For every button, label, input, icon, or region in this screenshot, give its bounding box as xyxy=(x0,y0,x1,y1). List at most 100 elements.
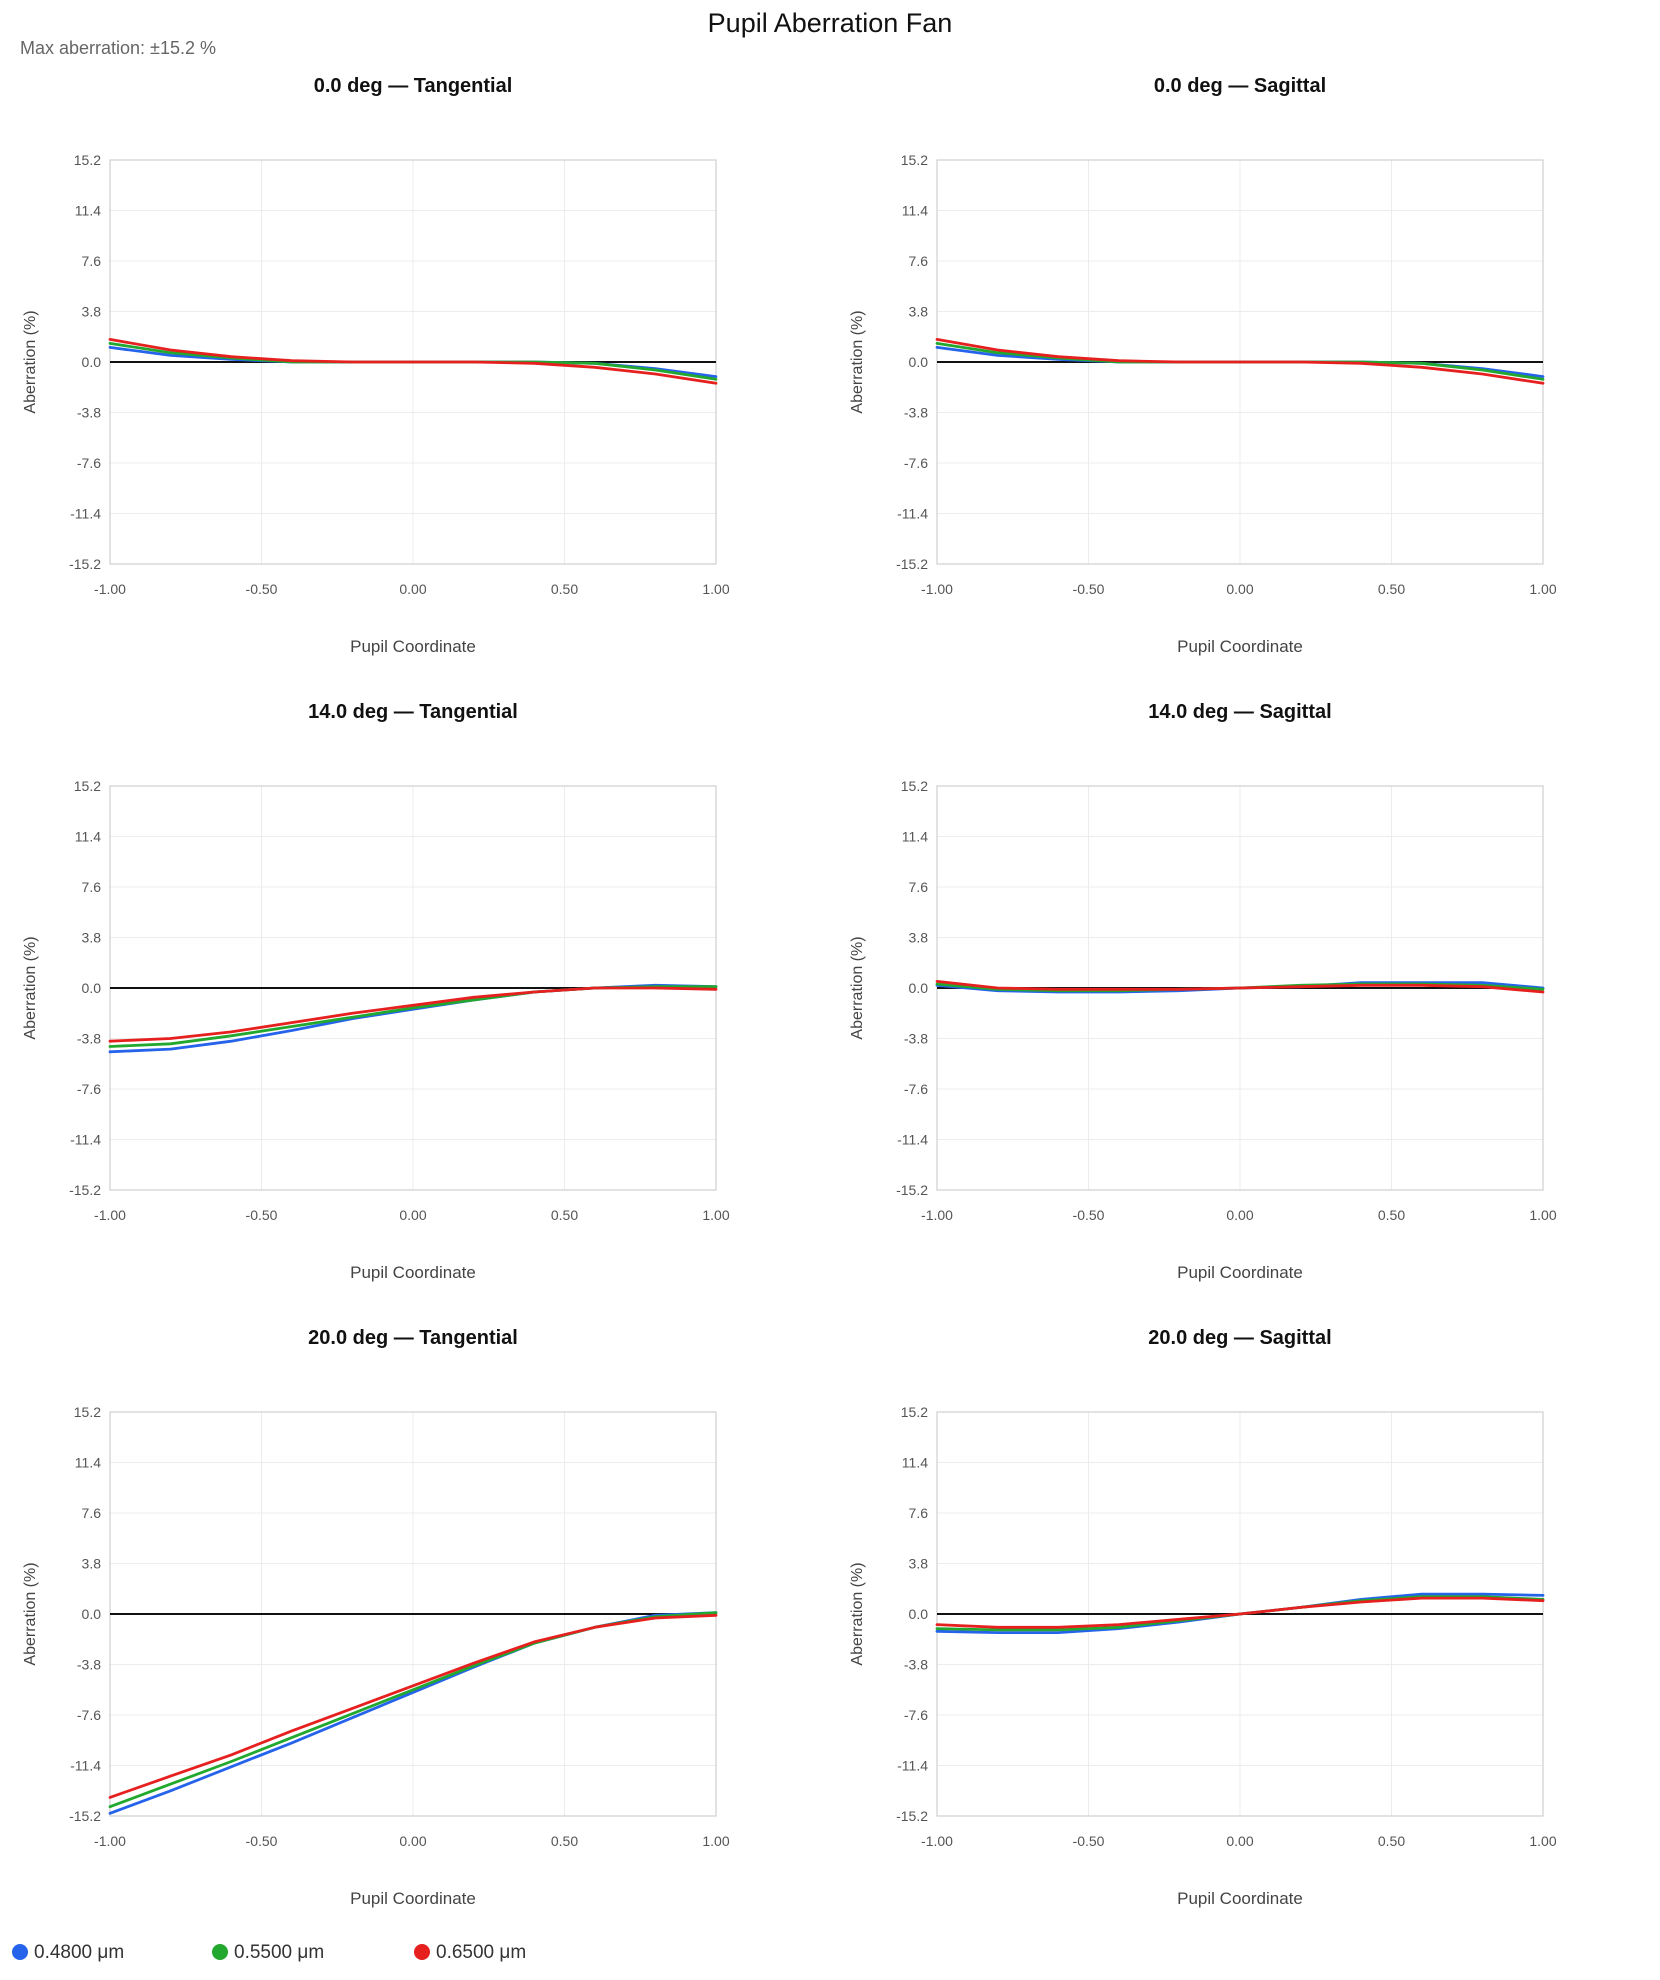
y-tick-label: -15.2 xyxy=(896,556,928,572)
y-tick-label: -3.8 xyxy=(77,1657,101,1673)
y-tick-label: 7.6 xyxy=(909,253,929,269)
chart-title: 0.0 deg — Tangential xyxy=(314,75,513,97)
y-tick-label: -11.4 xyxy=(897,506,928,522)
x-tick-label: 1.00 xyxy=(702,581,729,597)
chart-title: 20.0 deg — Tangential xyxy=(308,1327,518,1349)
chart-panel: 0.0 deg — Tangential 15.2 11.4 7.6 3.8 0.0 -3.… xyxy=(22,75,730,656)
y-tick-label: 0.0 xyxy=(909,1606,929,1622)
x-tick-label: -1.00 xyxy=(921,581,953,597)
y-tick-label: -7.6 xyxy=(904,1707,928,1723)
x-tick-label: 0.50 xyxy=(551,581,578,597)
legend-dot-icon xyxy=(12,1944,28,1960)
x-tick-label: 0.50 xyxy=(551,1207,578,1223)
y-tick-label: -3.8 xyxy=(77,1031,101,1047)
page-title: Pupil Aberration Fan xyxy=(707,8,953,38)
x-tick-label: -0.50 xyxy=(246,581,278,597)
y-tick-label: 3.8 xyxy=(909,930,929,946)
y-tick-label: -3.8 xyxy=(77,405,101,421)
max-aberration-label: Max aberration: ±15.2 % xyxy=(20,38,216,58)
y-tick-label: -11.4 xyxy=(70,1758,101,1774)
x-tick-label: 0.00 xyxy=(1226,1207,1253,1223)
y-tick-label: 0.0 xyxy=(82,980,102,996)
x-axis-label: Pupil Coordinate xyxy=(350,637,476,656)
chart-panel: 14.0 deg — Sagittal 15.2 11.4 7.6 3.8 0.0 -3.8… xyxy=(849,701,1557,1282)
y-tick-label: -11.4 xyxy=(70,506,101,522)
x-tick-label: -1.00 xyxy=(921,1833,953,1849)
y-tick-label: -11.4 xyxy=(897,1758,928,1774)
y-tick-label: 15.2 xyxy=(901,778,928,794)
x-axis-label: Pupil Coordinate xyxy=(350,1263,476,1282)
y-tick-label: 7.6 xyxy=(82,879,102,895)
legend-item-blue[interactable]: 0.4800 μm xyxy=(12,1942,124,1964)
chart-panel: 20.0 deg — Tangential 15.2 11.4 7.6 3.8 0.0 -3… xyxy=(22,1327,730,1908)
x-tick-label: -0.50 xyxy=(1073,1207,1105,1223)
x-tick-label: 0.00 xyxy=(399,581,426,597)
x-tick-label: -1.00 xyxy=(921,1207,953,1223)
x-tick-label: 1.00 xyxy=(1529,1833,1556,1849)
y-tick-label: 3.8 xyxy=(909,1556,929,1572)
y-tick-label: -3.8 xyxy=(904,1657,928,1673)
y-tick-label: 11.4 xyxy=(75,829,101,845)
y-tick-label: 0.0 xyxy=(82,354,102,370)
y-tick-label: -15.2 xyxy=(69,556,101,572)
legend-item-green[interactable]: 0.5500 μm xyxy=(212,1942,324,1964)
y-tick-label: 15.2 xyxy=(74,1404,101,1420)
chart-panel: 20.0 deg — Sagittal 15.2 11.4 7.6 3.8 0.0 -3.8… xyxy=(849,1327,1557,1908)
y-tick-label: -7.6 xyxy=(77,455,101,471)
y-axis-label: Aberration (%) xyxy=(849,1562,866,1665)
x-tick-label: 0.00 xyxy=(399,1207,426,1223)
legend-item-red[interactable]: 0.6500 μm xyxy=(414,1942,526,1964)
x-tick-label: 1.00 xyxy=(702,1207,729,1223)
x-tick-label: -0.50 xyxy=(1073,581,1105,597)
y-tick-label: -3.8 xyxy=(904,1031,928,1047)
series-line xyxy=(935,1596,1545,1629)
x-tick-label: 0.50 xyxy=(1378,581,1405,597)
y-axis-label: Aberration (%) xyxy=(849,310,866,413)
y-axis-label: Aberration (%) xyxy=(22,1562,39,1665)
y-tick-label: 0.0 xyxy=(909,354,929,370)
chart-title: 14.0 deg — Sagittal xyxy=(1148,701,1331,723)
legend-dot-icon xyxy=(414,1944,430,1960)
x-axis-label: Pupil Coordinate xyxy=(350,1889,476,1908)
chart-title: 14.0 deg — Tangential xyxy=(308,701,518,723)
y-tick-label: -11.4 xyxy=(897,1132,928,1148)
y-tick-label: -7.6 xyxy=(904,1081,928,1097)
y-tick-label: 11.4 xyxy=(75,1455,101,1471)
y-tick-label: -15.2 xyxy=(896,1182,928,1198)
y-tick-label: 11.4 xyxy=(75,203,101,219)
y-tick-label: 15.2 xyxy=(74,778,101,794)
y-tick-label: 7.6 xyxy=(82,253,102,269)
x-tick-label: 1.00 xyxy=(702,1833,729,1849)
y-tick-label: 7.6 xyxy=(82,1505,102,1521)
x-axis-label: Pupil Coordinate xyxy=(1177,637,1303,656)
y-tick-label: -15.2 xyxy=(896,1808,928,1824)
y-tick-label: -11.4 xyxy=(70,1132,101,1148)
legend-label: 0.6500 μm xyxy=(436,1942,527,1963)
y-axis-label: Aberration (%) xyxy=(849,936,866,1039)
x-tick-label: 0.00 xyxy=(1226,581,1253,597)
y-tick-label: 0.0 xyxy=(909,980,929,996)
y-tick-label: 11.4 xyxy=(902,203,928,219)
x-tick-label: 0.50 xyxy=(1378,1833,1405,1849)
legend-dot-icon xyxy=(212,1944,228,1960)
x-axis-label: Pupil Coordinate xyxy=(1177,1889,1303,1908)
y-tick-label: 15.2 xyxy=(901,152,928,168)
y-tick-label: -7.6 xyxy=(904,455,928,471)
x-tick-label: -0.50 xyxy=(246,1833,278,1849)
y-tick-label: 0.0 xyxy=(82,1606,102,1622)
chart-title: 0.0 deg — Sagittal xyxy=(1154,75,1326,97)
y-tick-label: 3.8 xyxy=(82,304,102,320)
y-tick-label: 15.2 xyxy=(74,152,101,168)
y-tick-label: 3.8 xyxy=(82,930,102,946)
series-line xyxy=(108,986,718,1043)
x-tick-label: 1.00 xyxy=(1529,581,1556,597)
y-axis-label: Aberration (%) xyxy=(22,936,39,1039)
y-tick-label: -7.6 xyxy=(77,1707,101,1723)
y-tick-label: -7.6 xyxy=(77,1081,101,1097)
x-tick-label: 0.00 xyxy=(399,1833,426,1849)
x-tick-label: 0.00 xyxy=(1226,1833,1253,1849)
legend-label: 0.5500 μm xyxy=(234,1942,325,1963)
x-tick-label: -1.00 xyxy=(94,1833,126,1849)
y-tick-label: 3.8 xyxy=(82,1556,102,1572)
